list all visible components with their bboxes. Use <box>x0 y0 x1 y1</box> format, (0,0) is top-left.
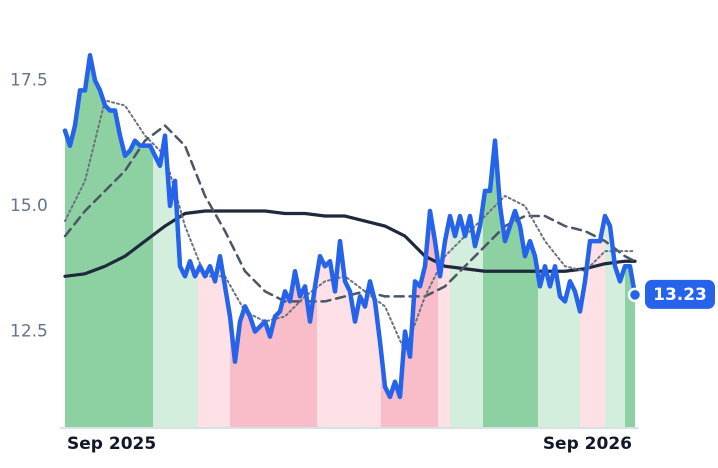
y-tick-label: 15.0 <box>10 196 48 216</box>
regime-band <box>198 55 230 427</box>
regime-band <box>438 55 450 427</box>
regime-band <box>450 55 483 427</box>
last-point <box>627 287 643 303</box>
regime-band <box>605 55 625 427</box>
last-value-badge <box>645 279 715 309</box>
regime-band <box>317 55 381 427</box>
price-line <box>62 53 638 400</box>
moving-average-line <box>64 99 636 353</box>
y-tick-label: 17.5 <box>10 70 48 90</box>
moving-average-line <box>63 124 637 303</box>
y-tick-label: 12.5 <box>10 322 48 342</box>
regime-band <box>625 55 635 427</box>
regions <box>65 55 635 427</box>
regime-band <box>538 55 580 427</box>
x-tick-label: Sep 2026 <box>543 434 632 454</box>
regime-band <box>580 55 605 427</box>
last-value-label: 13.23 <box>653 285 707 305</box>
regime-band <box>65 55 153 427</box>
x-tick-label: Sep 2025 <box>67 434 156 454</box>
